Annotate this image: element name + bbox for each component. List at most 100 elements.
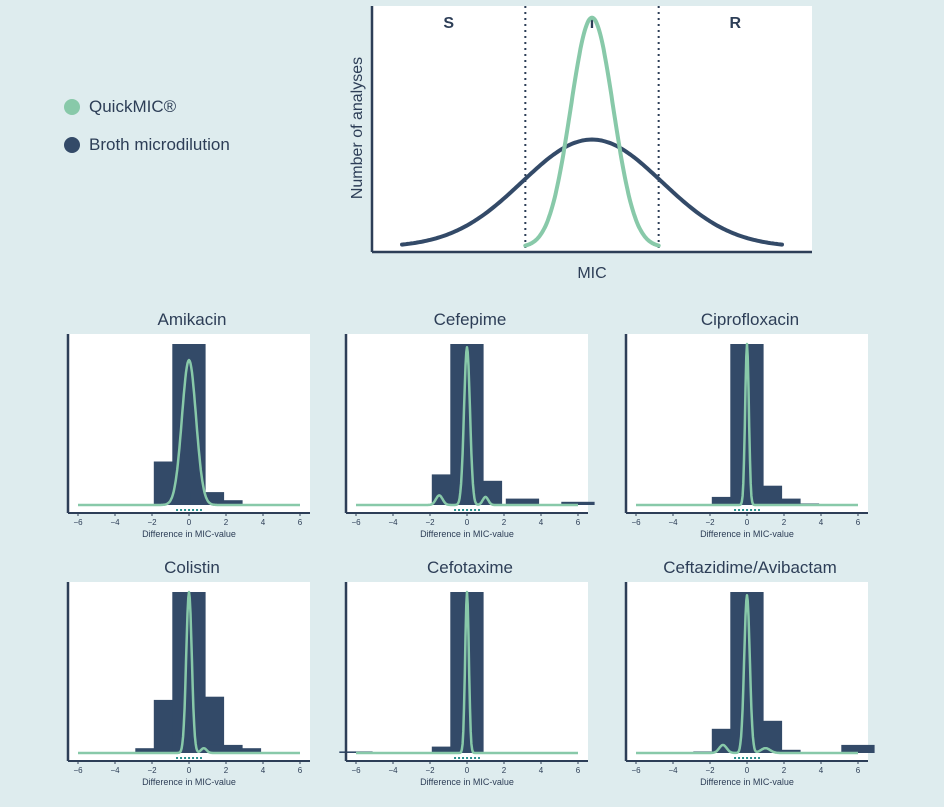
panel-amikacin: Amikacin −6 −4 −2 0 2 4 6 Difference in MIC-val…: [52, 310, 332, 545]
bar: [431, 746, 466, 753]
x-tick-label: 0: [187, 518, 192, 527]
region-label-r: R: [730, 15, 742, 32]
legend-item-quickmic: QuickMIC®: [64, 88, 230, 126]
panel-cefepime: Cefepime −6 −4 −2 0 2 4 6 Difference in MIC-val…: [330, 310, 610, 545]
x-axis-label: Difference in MIC-value: [142, 529, 236, 539]
x-tick-label: 6: [298, 766, 303, 775]
density-line: [635, 593, 859, 755]
bar: [505, 498, 540, 505]
x-tick-label: −6: [73, 518, 83, 527]
bar: [172, 344, 206, 505]
x-tick-label: 4: [261, 766, 266, 775]
x-tick-label: −2: [425, 766, 435, 775]
x-tick-label: 0: [187, 766, 192, 775]
density-line: [77, 590, 301, 755]
plot-area: [372, 6, 812, 252]
x-tick-label: −2: [705, 518, 715, 527]
x-tick-label: −4: [110, 766, 120, 775]
y-axis-label: Number of analyses: [349, 57, 366, 199]
x-tick-label: −6: [73, 766, 83, 775]
panel-ciprofloxacin: Ciprofloxacin −6 −4 −2 0 2 4 6 Difference in MI…: [610, 310, 890, 545]
legend-dot-broth: [64, 137, 80, 153]
x-axis-label: Difference in MIC-value: [700, 777, 794, 787]
x-axis-label: Difference in MIC-value: [420, 777, 514, 787]
panel-title: Colistin: [164, 558, 220, 577]
x-tick-label: 2: [224, 766, 229, 775]
x-tick-label: 0: [465, 766, 470, 775]
x-tick-label: 2: [782, 518, 787, 527]
panel-chart-ceftazidime-avibactam: −6 −4 −2 0 2 4 6 Difference in MIC-value: [624, 582, 875, 787]
x-tick-label: 2: [224, 518, 229, 527]
x-tick-label: −6: [631, 766, 641, 775]
x-tick-label: −6: [631, 518, 641, 527]
bar: [339, 751, 373, 753]
density-line: [355, 345, 579, 507]
bar: [450, 344, 484, 505]
x-tick-label: 6: [576, 766, 581, 775]
panel-title: Cefepime: [433, 310, 507, 329]
density-line: [355, 590, 579, 755]
x-tick-label: 6: [856, 766, 861, 775]
bar: [209, 744, 243, 753]
bar: [841, 744, 875, 753]
region-label-i: I: [590, 15, 594, 32]
legend-label-quickmic: QuickMIC®: [89, 97, 177, 116]
bar: [209, 500, 243, 505]
panel-cefotaxime: Cefotaxime −6 −4 −2 0 2 4 6 Difference in MIC-v…: [330, 558, 610, 793]
x-tick-label: −6: [351, 518, 361, 527]
x-tick-label: 0: [465, 518, 470, 527]
bar: [767, 749, 801, 753]
x-tick-label: 2: [502, 518, 507, 527]
panel-chart-ciprofloxacin: −6 −4 −2 0 2 4 6 Difference in MIC-value: [624, 334, 868, 539]
panel-title: Cefotaxime: [427, 558, 513, 577]
x-axis-label: Difference in MIC-value: [420, 529, 514, 539]
x-axis-label: Difference in MIC-value: [700, 529, 794, 539]
bar: [767, 498, 801, 505]
legend-item-broth: Broth microdilution: [64, 126, 230, 164]
x-tick-label: −4: [388, 766, 398, 775]
panel-ceftazidime-avibactam: Ceftazidime/Avibactam −6 −4 −2 0 2 4 6 Differen…: [610, 558, 890, 793]
bar: [135, 748, 169, 753]
bar: [711, 496, 746, 505]
panel-colistin: Colistin −6 −4 −2 0 2 4 6 Difference in MIC-val…: [52, 558, 332, 793]
x-axis-label: MIC: [577, 265, 606, 282]
bar: [227, 748, 262, 753]
bar: [561, 501, 595, 505]
panel-title: Ciprofloxacin: [700, 310, 800, 329]
x-tick-label: 4: [539, 518, 544, 527]
x-tick-label: −4: [668, 766, 678, 775]
panel-chart-colistin: −6 −4 −2 0 2 4 6 Difference in MIC-value: [66, 582, 310, 787]
x-tick-label: −4: [668, 518, 678, 527]
panel-chart-cefotaxime: −6 −4 −2 0 2 4 6 Difference in MIC-value: [339, 582, 588, 787]
legend-label-broth: Broth microdilution: [89, 135, 230, 154]
panel-title: Amikacin: [157, 310, 227, 329]
x-tick-label: 6: [298, 518, 303, 527]
x-tick-label: −2: [147, 518, 157, 527]
x-tick-label: −2: [147, 766, 157, 775]
region-label-s: S: [443, 15, 454, 32]
x-tick-label: 4: [261, 518, 266, 527]
series-line-quickmic: [523, 15, 661, 248]
series-line-broth: [400, 137, 784, 247]
density-line: [77, 358, 301, 507]
x-tick-label: 0: [745, 766, 750, 775]
x-tick-label: −4: [110, 518, 120, 527]
legend-dot-quickmic: [64, 99, 80, 115]
overview-chart: S I R MIC Number of analyses: [349, 6, 812, 282]
x-tick-label: −2: [705, 766, 715, 775]
x-tick-label: −2: [425, 518, 435, 527]
x-tick-label: 4: [819, 518, 824, 527]
legend: QuickMIC® Broth microdilution: [64, 88, 230, 164]
x-tick-label: 2: [782, 766, 787, 775]
panel-chart-amikacin: −6 −4 −2 0 2 4 6 Difference in MIC-value: [66, 334, 310, 539]
x-tick-label: 2: [502, 766, 507, 775]
panel-chart-cefepime: −6 −4 −2 0 2 4 6 Difference in MIC-value: [344, 334, 595, 539]
x-tick-label: 4: [539, 766, 544, 775]
x-tick-label: −6: [351, 766, 361, 775]
x-tick-label: 4: [819, 766, 824, 775]
x-tick-label: 6: [856, 518, 861, 527]
panel-title: Ceftazidime/Avibactam: [663, 558, 837, 577]
density-line: [635, 342, 859, 507]
x-tick-label: 6: [576, 518, 581, 527]
x-tick-label: 0: [745, 518, 750, 527]
